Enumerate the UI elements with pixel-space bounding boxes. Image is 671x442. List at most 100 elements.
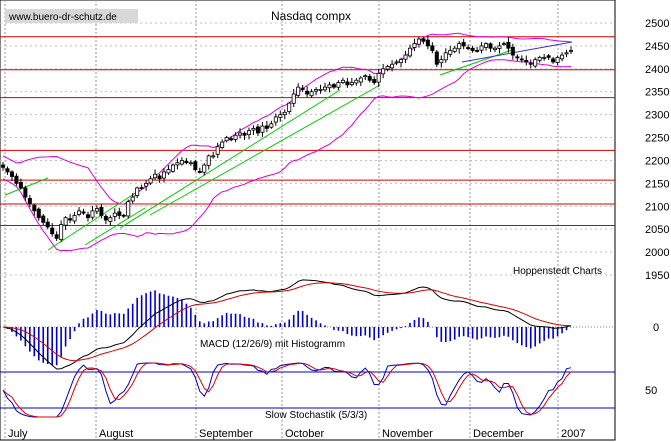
candle-body-93 <box>416 38 421 45</box>
candle-body-37 <box>166 169 171 174</box>
candle-body-120 <box>537 56 542 61</box>
candle-body-12 <box>54 234 59 239</box>
candle-body-63 <box>282 111 287 116</box>
candle-body-64 <box>287 102 292 112</box>
candle-body-18 <box>81 211 86 214</box>
candle-body-26 <box>117 211 122 216</box>
y-tick-label-2050: 2050 <box>645 224 669 236</box>
candle-body-0 <box>0 164 6 168</box>
candle-body-30 <box>135 187 140 196</box>
candle-body-122 <box>546 55 551 58</box>
candle-body-35 <box>157 175 162 180</box>
candle-body-77 <box>345 81 350 86</box>
candle-body-45 <box>202 164 207 173</box>
trend-line-2 <box>84 207 146 246</box>
candle-body-75 <box>336 82 341 88</box>
candle-body-11 <box>50 227 55 235</box>
candle-body-73 <box>327 84 332 89</box>
candle-body-27 <box>121 214 126 217</box>
candle-body-127 <box>569 50 574 52</box>
y-tick-label-2000: 2000 <box>645 247 669 259</box>
candle-body-56 <box>251 127 256 131</box>
trend-lines <box>4 41 573 251</box>
trend-line-4 <box>149 84 381 216</box>
candle-body-72 <box>323 86 328 91</box>
candle-body-22 <box>99 206 104 216</box>
x-month-label-1: August <box>99 428 133 440</box>
candle-body-95 <box>425 39 430 47</box>
chart-title: Nasdaq compx <box>271 9 351 23</box>
candle-body-116 <box>519 58 524 61</box>
candle-body-17 <box>77 210 82 215</box>
stochastic-panel <box>0 362 615 418</box>
candle-body-86 <box>385 66 390 70</box>
candle-body-41 <box>184 160 189 164</box>
candle-body-38 <box>170 164 175 172</box>
candle-body-32 <box>144 182 149 187</box>
candle-body-48 <box>215 146 220 155</box>
channel-line-upper <box>461 41 573 63</box>
candle-body-69 <box>309 91 314 97</box>
candle-body-71 <box>318 89 323 91</box>
candle-body-66 <box>296 86 301 96</box>
y-tick-label-2250: 2250 <box>645 133 669 145</box>
candle-body-82 <box>367 76 372 81</box>
candle-body-50 <box>224 137 229 142</box>
candle-body-125 <box>560 54 565 60</box>
candle-body-49 <box>220 141 225 148</box>
candle-body-3 <box>14 175 19 184</box>
candle-body-96 <box>430 45 435 51</box>
candle-body-83 <box>372 79 377 83</box>
candle-body-88 <box>394 61 399 64</box>
candle-body-28 <box>126 201 131 217</box>
candle-body-42 <box>188 162 193 165</box>
candle-body-9 <box>41 215 46 223</box>
macd-panel <box>0 279 615 370</box>
x-month-label-3: October <box>285 428 324 440</box>
candle-body-114 <box>510 46 515 56</box>
candle-body-36 <box>162 171 167 179</box>
candle-body-13 <box>59 224 64 241</box>
candle-body-110 <box>492 47 497 51</box>
candle-body-84 <box>376 73 381 83</box>
candle-body-112 <box>501 43 506 46</box>
axis-labels: 2500 2450 2400 2350 2300 2250 2200 2150 2100 2050… <box>8 18 669 440</box>
candle-body-43 <box>193 161 198 171</box>
macd-signal-line <box>2 282 571 362</box>
candle-body-40 <box>179 160 184 165</box>
candle-body-118 <box>528 62 533 65</box>
candle-body-52 <box>233 134 238 140</box>
candle-body-105 <box>470 47 475 51</box>
candle-body-91 <box>407 47 412 57</box>
candle-body-8 <box>36 208 41 219</box>
stoch-tick-label-50: 50 <box>645 385 657 397</box>
candle-body-19 <box>85 214 90 219</box>
candle-body-123 <box>551 58 556 63</box>
candle-body-55 <box>246 130 251 136</box>
candle-body-100 <box>448 50 453 55</box>
candle-body-121 <box>542 56 547 59</box>
macd-line <box>2 279 572 370</box>
candle-body-90 <box>403 54 408 60</box>
candle-body-14 <box>63 217 68 226</box>
trend-line-0 <box>4 177 49 196</box>
candle-body-101 <box>452 47 457 52</box>
candle-body-80 <box>358 77 363 83</box>
candle-body-70 <box>314 89 319 92</box>
candle-body-103 <box>461 42 466 47</box>
candle-body-126 <box>564 52 569 55</box>
candle-body-16 <box>72 215 77 222</box>
candle-body-39 <box>175 162 180 166</box>
candle-body-33 <box>148 178 153 184</box>
candle-body-74 <box>331 84 336 88</box>
stoch-d-line <box>2 362 572 418</box>
candle-body-87 <box>390 63 395 69</box>
candle-body-79 <box>354 79 359 84</box>
candle-body-58 <box>260 125 265 133</box>
horizontal-resistance-lines <box>0 36 615 227</box>
trend-line-3 <box>119 89 341 229</box>
y-tick-label-2450: 2450 <box>645 41 669 53</box>
plot-frame <box>0 0 616 441</box>
candle-body-89 <box>399 59 404 64</box>
